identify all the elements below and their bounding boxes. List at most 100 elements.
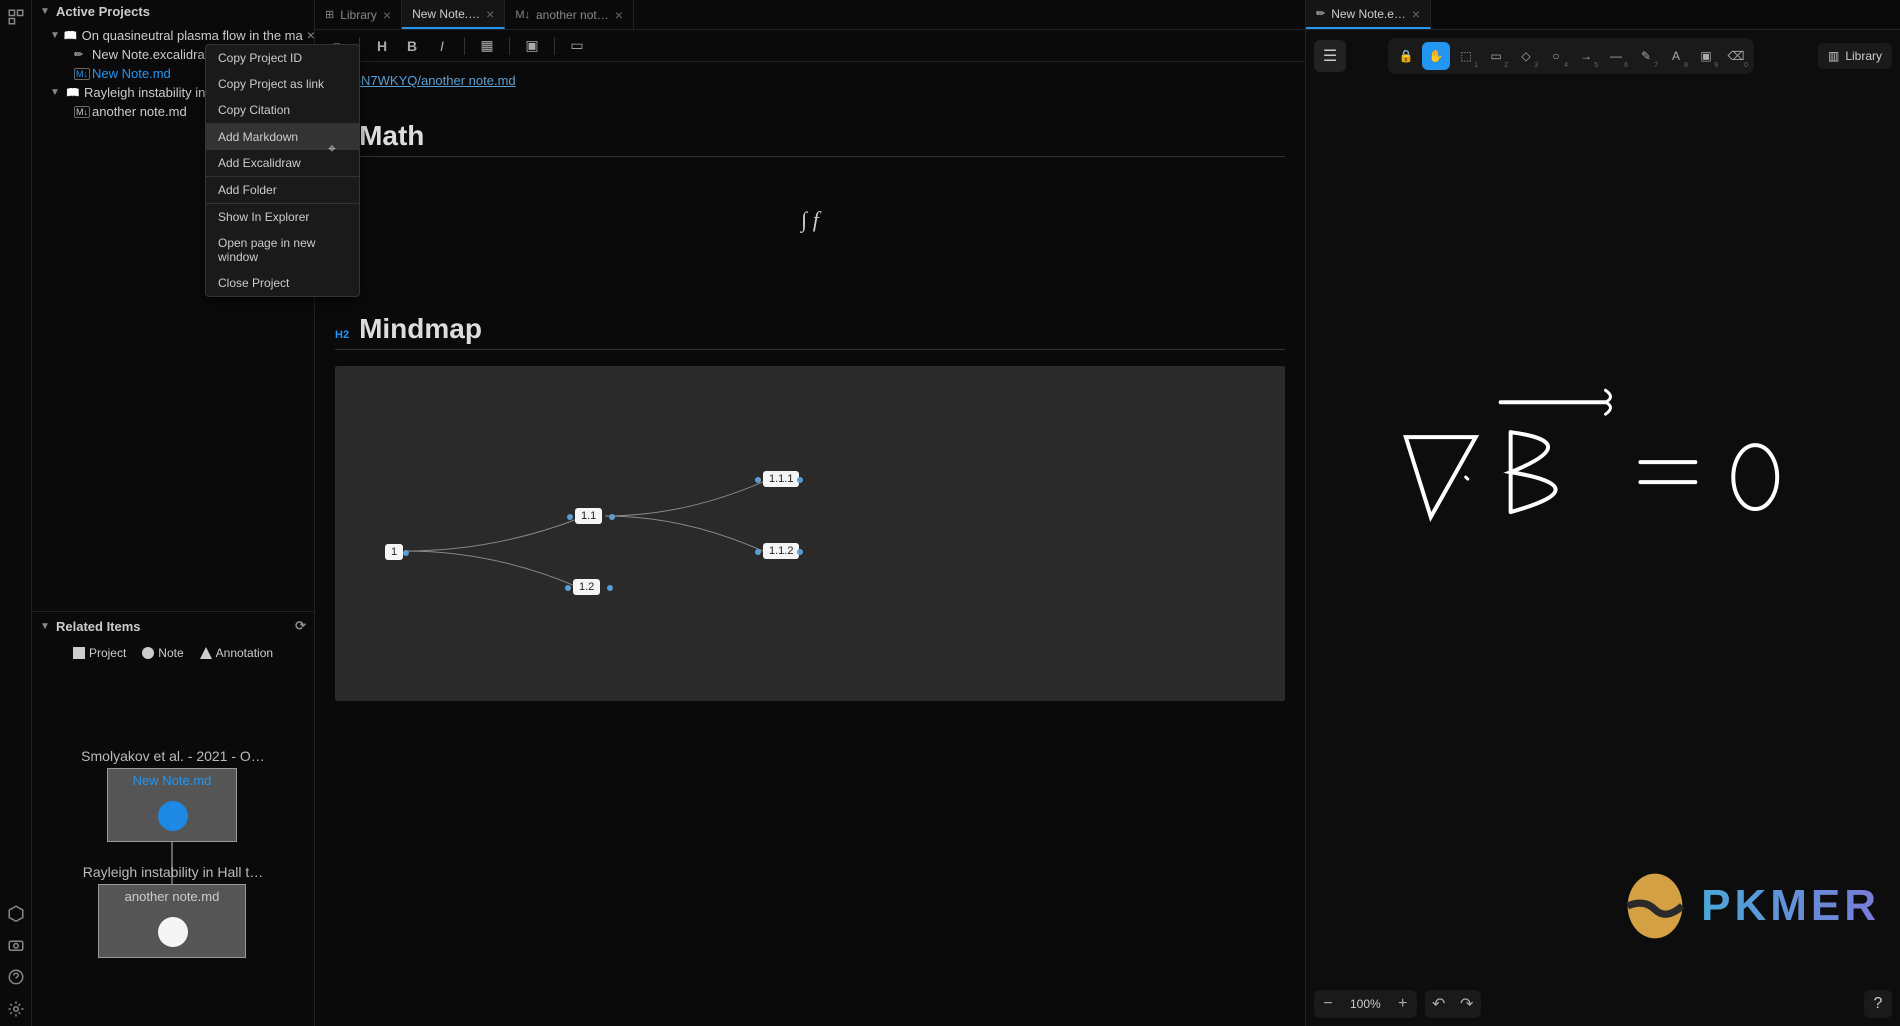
filter-project[interactable]: Project: [73, 646, 126, 660]
zoom-value[interactable]: 100%: [1342, 990, 1389, 1018]
mindmap-canvas[interactable]: 1 1.1 1.2 1.1.1 1.1.2: [335, 366, 1285, 701]
tool-number: 3: [1534, 62, 1538, 69]
block-button[interactable]: ▭: [565, 34, 589, 58]
breadcrumb-link[interactable]: PQ5N7WKYQ/another note.md: [335, 73, 516, 88]
tool-rect[interactable]: ▭2: [1482, 42, 1510, 70]
chevron-down-icon: ▼: [40, 6, 52, 17]
markdown-icon: [74, 68, 88, 80]
context-menu-item[interactable]: Copy Project as link: [206, 71, 359, 97]
tool-diamond[interactable]: ◇3: [1512, 42, 1540, 70]
tab-icon: ✏: [1316, 7, 1325, 20]
tool-draw[interactable]: ✎7: [1632, 42, 1660, 70]
library-button[interactable]: ▥ Library: [1818, 43, 1892, 69]
mindmap-node[interactable]: 1.1.2: [763, 543, 799, 559]
related-panel: ▼ Related Items ⟳ Project Note Annotatio…: [32, 611, 314, 1026]
graph-label: Rayleigh instability in Hall t…: [32, 864, 314, 880]
tool-ellipse[interactable]: ○4: [1542, 42, 1570, 70]
camera-icon[interactable]: [7, 936, 25, 954]
tab-label: Library: [340, 8, 377, 22]
tool-line[interactable]: —6: [1602, 42, 1630, 70]
context-menu-item[interactable]: Add Markdown: [206, 124, 359, 150]
close-icon[interactable]: ×: [486, 6, 494, 22]
context-menu-item[interactable]: Show In Explorer: [206, 204, 359, 230]
mindmap-connector-dot: [565, 585, 571, 591]
context-menu-item[interactable]: Add Folder: [206, 177, 359, 203]
tool-hand[interactable]: ✋: [1422, 42, 1450, 70]
mindmap-node[interactable]: 1.1.1: [763, 471, 799, 487]
help-icon[interactable]: [7, 968, 25, 986]
table-button[interactable]: ▦: [475, 34, 499, 58]
heading-mindmap: Mindmap: [359, 313, 482, 345]
context-menu-item[interactable]: Open page in new window: [206, 230, 359, 270]
tab[interactable]: New Note.…×: [402, 0, 505, 29]
context-menu-item[interactable]: Close Project: [206, 270, 359, 296]
graph-file: New Note.md: [108, 769, 236, 788]
filter-annotation[interactable]: Annotation: [200, 646, 273, 660]
context-menu-item[interactable]: Copy Project ID: [206, 45, 359, 71]
mindmap-connector-dot: [797, 549, 803, 555]
context-menu-item[interactable]: Add Excalidraw: [206, 150, 359, 176]
tool-number: 2: [1504, 62, 1508, 69]
mindmap-connector-dot: [567, 514, 573, 520]
bold-button[interactable]: B: [400, 34, 424, 58]
tool-text[interactable]: A8: [1662, 42, 1690, 70]
book-icon: [66, 86, 80, 99]
graph-file: another note.md: [99, 885, 245, 904]
watermark: PKMER: [1619, 870, 1880, 942]
filter-note[interactable]: Note: [142, 646, 183, 660]
close-icon[interactable]: ×: [1412, 6, 1420, 22]
menu-button[interactable]: ☰: [1314, 40, 1346, 72]
zoom-in-button[interactable]: +: [1389, 990, 1417, 1018]
settings-icon[interactable]: [7, 1000, 25, 1018]
related-header[interactable]: ▼ Related Items ⟳: [32, 612, 314, 640]
app-icon[interactable]: [7, 8, 25, 26]
tool-select[interactable]: ⬚1: [1452, 42, 1480, 70]
math-block: ∫ f: [335, 157, 1285, 283]
tab[interactable]: ✏New Note.e…×: [1306, 0, 1431, 29]
zoom-group: − 100% +: [1314, 990, 1417, 1018]
excalidraw-toolbar: ☰ 🔒✋⬚1▭2◇3○4→5—6✎7A8▣9⌫0 ▥ Library: [1306, 30, 1900, 82]
close-icon[interactable]: ×: [303, 27, 314, 43]
undo-button[interactable]: ↶: [1425, 990, 1453, 1018]
book-icon: [64, 29, 78, 42]
chevron-down-icon: ▼: [50, 30, 60, 41]
close-icon[interactable]: ×: [615, 7, 623, 23]
graph-view[interactable]: Smolyakov et al. - 2021 - O… New Note.md…: [32, 666, 314, 1026]
graph-box[interactable]: New Note.md: [107, 768, 237, 842]
heading-button[interactable]: H: [370, 34, 394, 58]
zoom-out-button[interactable]: −: [1314, 990, 1342, 1018]
context-menu-item[interactable]: Copy Citation: [206, 97, 359, 123]
redo-button[interactable]: ↷: [1453, 990, 1481, 1018]
sidebar-header[interactable]: ▼ Active Projects: [32, 0, 314, 23]
refresh-icon[interactable]: ⟳: [295, 618, 306, 634]
mindmap-node[interactable]: 1.2: [573, 579, 600, 595]
mindmap-node[interactable]: 1: [385, 544, 403, 560]
help-button[interactable]: ?: [1864, 990, 1892, 1018]
tool-number: 7: [1654, 62, 1658, 69]
inbox-icon[interactable]: [7, 904, 25, 922]
editor-content[interactable]: PQ5N7WKYQ/another note.md H2 Math ∫ f H2…: [315, 62, 1305, 1026]
project-row[interactable]: ▼ On quasineutral plasma flow in the ma …: [32, 25, 314, 45]
tool-eraser[interactable]: ⌫0: [1722, 42, 1750, 70]
markdown-icon: [74, 106, 88, 118]
image-button[interactable]: ▣: [520, 34, 544, 58]
close-icon[interactable]: ×: [383, 7, 391, 23]
related-filters: Project Note Annotation: [32, 640, 314, 666]
watermark-text: PKMER: [1701, 881, 1880, 931]
tool-image[interactable]: ▣9: [1692, 42, 1720, 70]
editor-toolbar: ≡ H B I ▦ ▣ ▭: [315, 30, 1305, 62]
mindmap-connector-dot: [607, 585, 613, 591]
excalidraw-pane: ✏New Note.e…× ☰ 🔒✋⬚1▭2◇3○4→5—6✎7A8▣9⌫0 ▥…: [1305, 0, 1900, 1026]
tab[interactable]: M↓another not…×: [505, 0, 634, 29]
tab[interactable]: ⊞ Library ×: [315, 0, 402, 29]
tab-icon: ⊞: [325, 8, 334, 21]
context-menu: Copy Project IDCopy Project as linkCopy …: [205, 44, 360, 297]
tool-lock[interactable]: 🔒: [1392, 42, 1420, 70]
tool-arrow[interactable]: →5: [1572, 42, 1600, 70]
right-tabs: ✏New Note.e…×: [1306, 0, 1900, 30]
graph-box[interactable]: another note.md: [98, 884, 246, 958]
graph-label: Smolyakov et al. - 2021 - O…: [32, 748, 314, 764]
italic-button[interactable]: I: [430, 34, 454, 58]
mindmap-node[interactable]: 1.1: [575, 508, 602, 524]
excalidraw-canvas[interactable]: PKMER: [1306, 82, 1900, 982]
